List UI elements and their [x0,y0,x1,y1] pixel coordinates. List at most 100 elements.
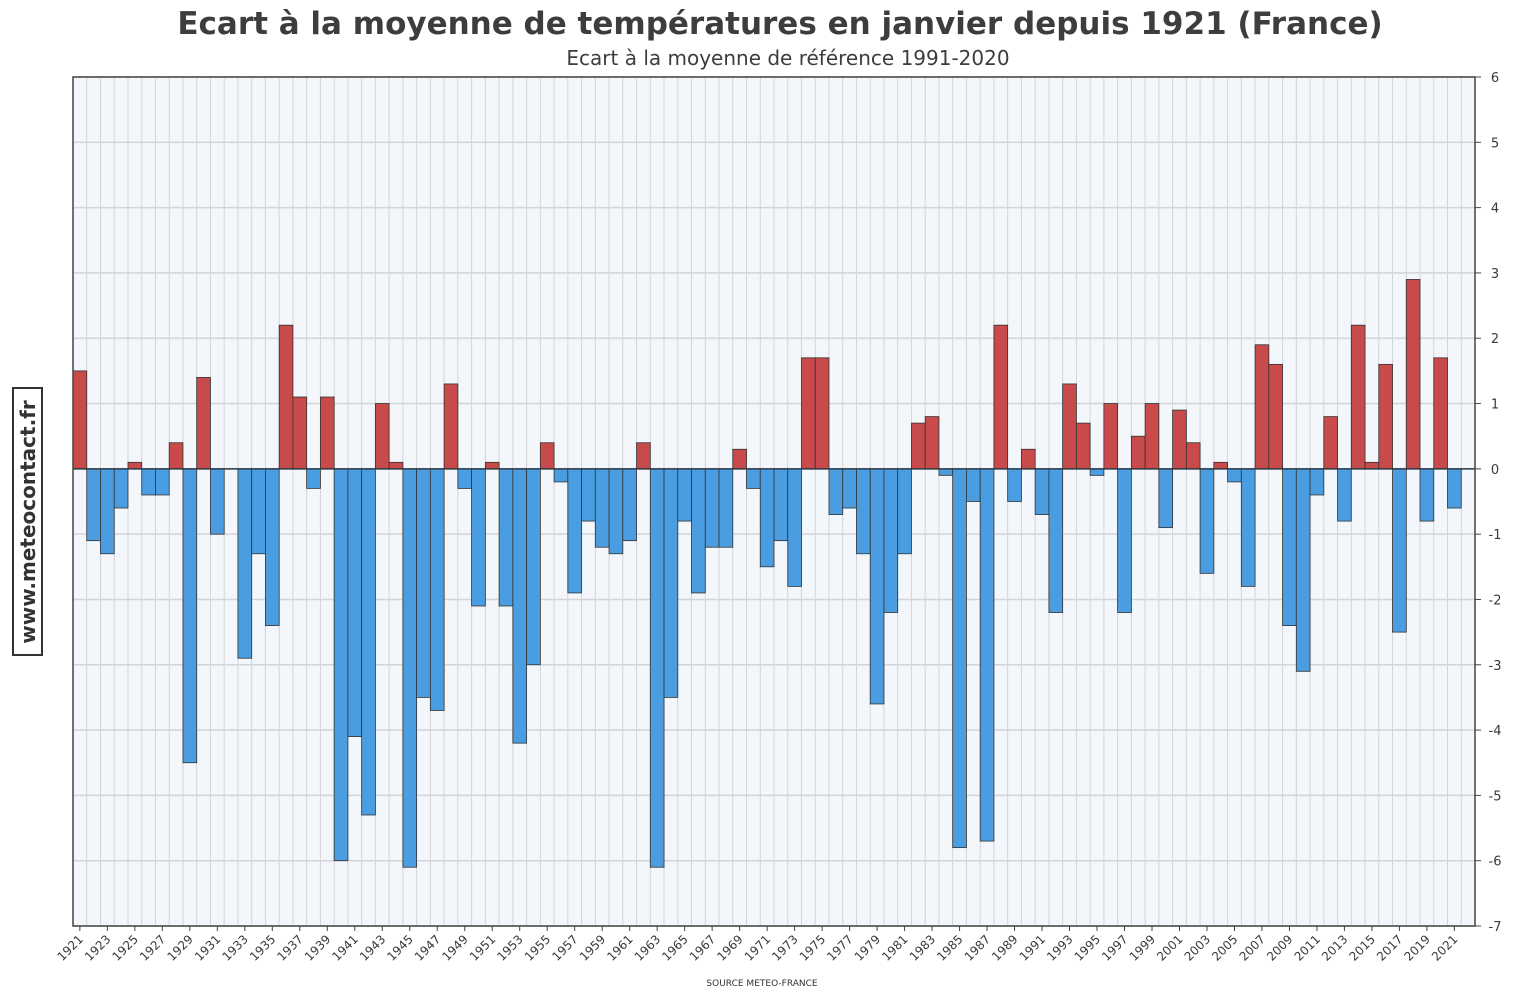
y-tick-label: 6 [1491,71,1499,86]
bar-1943 [374,403,390,470]
chart-title: Ecart à la moyenne de températures en ja… [177,6,1383,42]
bar-1966 [691,468,706,594]
y-tick-label: -1 [1489,528,1502,543]
x-tick-label: 1965 [659,932,690,963]
x-tick-label: 1925 [109,932,140,963]
x-tick-label: 1947 [412,932,443,963]
x-tick-label: 1951 [467,932,498,963]
bar-1941 [347,468,363,738]
x-tick-label: 1989 [989,932,1020,963]
bar-1987 [979,468,995,842]
bar-1972 [773,468,789,542]
x-tick-label: 1971 [742,932,773,963]
bar-2016 [1378,363,1393,470]
bar-2011 [1309,468,1325,496]
x-tick-label: 1983 [907,932,938,963]
bar-2000 [1158,468,1174,529]
y-tick-label: 5 [1491,136,1499,151]
x-tick-label: 1933 [219,932,250,963]
bar-1984 [938,468,954,476]
y-tick-label: 3 [1491,267,1499,282]
x-tick-label: 1959 [577,932,608,963]
x-tick-label: 1993 [1044,932,1075,963]
bar-2013 [1337,468,1352,522]
bar-1950 [471,468,486,607]
x-tick-label: 1955 [522,932,553,963]
bar-1922 [86,468,101,542]
bar-1924 [113,468,129,509]
bar-2009 [1282,468,1297,626]
x-tick-label: 1935 [247,932,278,963]
y-axis-ticks: 6 5 4 3 2 1 0 -1 -2 -3 -4 -5 -6 -7 [1475,71,1501,935]
x-axis-ticks: 1921192319251927192919311933193519371939… [54,926,1461,964]
x-tick-label: 1997 [1099,932,1130,963]
bar-1962 [636,442,651,470]
bar-1926 [141,468,156,496]
bar-1942 [361,468,376,816]
bar-2004 [1213,461,1228,470]
bar-2003 [1199,468,1215,574]
bar-1930 [196,377,211,470]
x-tick-label: 2005 [1209,932,1240,963]
bar-1954 [526,468,541,666]
y-tick-label: -2 [1489,593,1502,608]
x-tick-label: 1985 [934,932,965,963]
bar-1947 [429,468,445,711]
bar-1921 [72,370,88,470]
y-tick-label: -6 [1489,855,1502,870]
x-tick-label: 1979 [852,932,883,963]
y-tick-label: 0 [1491,463,1499,478]
bar-2017 [1392,468,1407,633]
bar-1960 [608,468,624,555]
bar-1928 [168,442,184,470]
watermark-box: www.meteocontact.fr [12,387,43,656]
x-tick-label: 1943 [357,932,388,963]
y-tick-label: 1 [1491,398,1499,413]
y-tick-label: -3 [1489,659,1502,674]
x-tick-label: 2017 [1374,932,1405,963]
bar-1963 [649,468,665,868]
bar-1953 [512,468,527,744]
x-tick-label: 1937 [274,932,305,963]
x-tick-label: 1973 [769,932,800,963]
bar-1973 [787,468,802,587]
bar-1946 [416,468,431,698]
bar-1948 [443,383,459,470]
bar-1935 [265,468,280,626]
source-label: SOURCE METEO-FRANCE [706,979,818,989]
bar-1977 [842,468,857,509]
bar-1939 [320,396,335,470]
x-tick-label: 1957 [549,932,580,963]
x-tick-label: 1931 [192,932,223,963]
bar-1991 [1034,468,1050,515]
x-tick-label: 1941 [329,932,360,963]
bar-1996 [1103,403,1119,470]
bar-1978 [856,468,871,555]
x-tick-label: 1999 [1127,932,1158,963]
bar-1956 [553,468,569,483]
bar-1971 [759,468,775,568]
bar-1938 [306,468,321,489]
bar-1983 [924,416,940,470]
bar-1959 [594,468,610,548]
x-tick-label: 1923 [82,932,113,963]
x-tick-label: 1945 [384,932,415,963]
bar-1995 [1089,468,1105,476]
x-tick-label: 1975 [797,932,828,963]
x-tick-label: 1961 [604,932,635,963]
bar-1925 [127,461,143,470]
x-tick-label: 1967 [687,932,718,963]
bar-1968 [718,468,734,548]
bar-1944 [388,461,404,470]
x-tick-label: 1977 [824,932,855,963]
bar-2014 [1350,324,1366,470]
x-tick-label: 1927 [137,932,168,963]
bar-2018 [1405,279,1421,470]
x-tick-label: 2019 [1402,932,1433,963]
bar-2010 [1295,468,1311,672]
bar-1936 [278,324,294,470]
bar-1981 [897,468,912,555]
bar-1969 [732,448,747,470]
y-tick-label: -5 [1489,789,1502,804]
bar-1945 [402,468,418,868]
